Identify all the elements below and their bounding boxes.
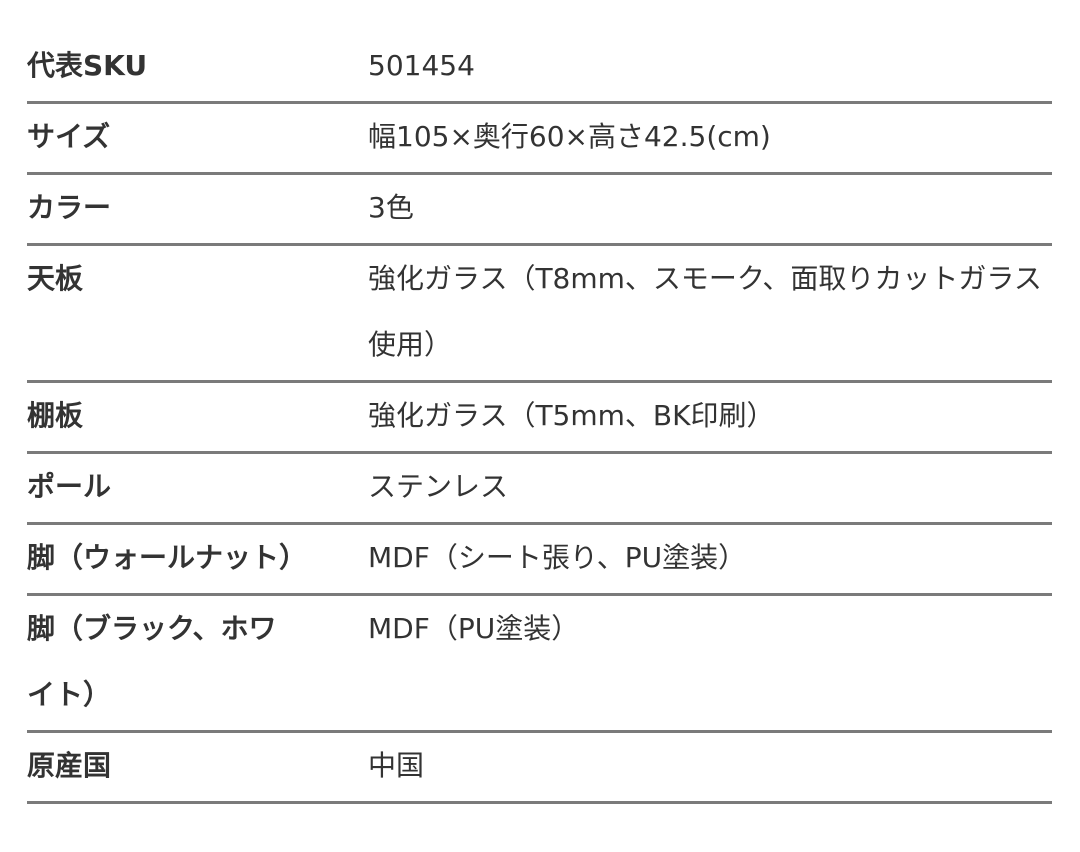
spec-label: 脚（ブラック、ホワイト） xyxy=(27,596,368,728)
spec-value: 501454 xyxy=(368,49,475,82)
spec-row: 脚（ウォールナット） MDF（シート張り、PU塗装） xyxy=(27,525,1052,596)
spec-value: 強化ガラス（T8mm、スモーク、面取りカットガラス使用） xyxy=(368,262,1042,361)
spec-label: カラー xyxy=(27,175,368,241)
spec-value: 中国 xyxy=(368,749,425,782)
spec-label: 代表SKU xyxy=(27,33,368,99)
spec-label-text: 代表SKU xyxy=(27,49,148,82)
spec-label: 原産国 xyxy=(27,733,368,799)
spec-row: サイズ 幅105×奥行60×高さ42.5(cm) xyxy=(27,104,1052,175)
spec-label: 脚（ウォールナット） xyxy=(27,525,368,591)
spec-label-text: カラー xyxy=(27,191,112,224)
spec-row: 天板 強化ガラス（T8mm、スモーク、面取りカットガラス使用） xyxy=(27,246,1052,383)
spec-row: ポール ステンレス xyxy=(27,454,1052,525)
spec-row: 原産国 中国 xyxy=(27,733,1052,804)
spec-row: 代表SKU 501454 xyxy=(27,33,1052,104)
spec-label: 棚板 xyxy=(27,383,368,449)
spec-value: 3色 xyxy=(368,191,414,224)
spec-label: 天板 xyxy=(27,246,368,378)
spec-label-text: サイズ xyxy=(27,120,111,153)
spec-value: MDF（シート張り、PU塗装） xyxy=(368,541,747,574)
spec-value: ステンレス xyxy=(368,470,509,503)
spec-label-text: 原産国 xyxy=(27,749,112,782)
spec-label: ポール xyxy=(27,454,368,520)
spec-row: 棚板 強化ガラス（T5mm、BK印刷） xyxy=(27,383,1052,454)
spec-label-text: 脚（ウォールナット） xyxy=(27,541,308,574)
spec-label-text: 脚（ブラック、ホワイト） xyxy=(27,612,277,711)
spec-label: サイズ xyxy=(27,104,368,170)
spec-label-text: ポール xyxy=(27,470,112,503)
spec-label-text: 天板 xyxy=(27,262,84,295)
spec-value: MDF（PU塗装） xyxy=(368,612,580,645)
spec-table: 代表SKU 501454 サイズ 幅105×奥行60×高さ42.5(cm) カラー 3色天… xyxy=(27,33,1052,804)
spec-row: カラー 3色 xyxy=(27,175,1052,246)
spec-value: 幅105×奥行60×高さ42.5(cm) xyxy=(368,120,771,153)
spec-row: 脚（ブラック、ホワイト） MDF（PU塗装） xyxy=(27,596,1052,733)
spec-value: 強化ガラス（T5mm、BK印刷） xyxy=(368,399,775,432)
spec-label-text: 棚板 xyxy=(27,399,84,432)
